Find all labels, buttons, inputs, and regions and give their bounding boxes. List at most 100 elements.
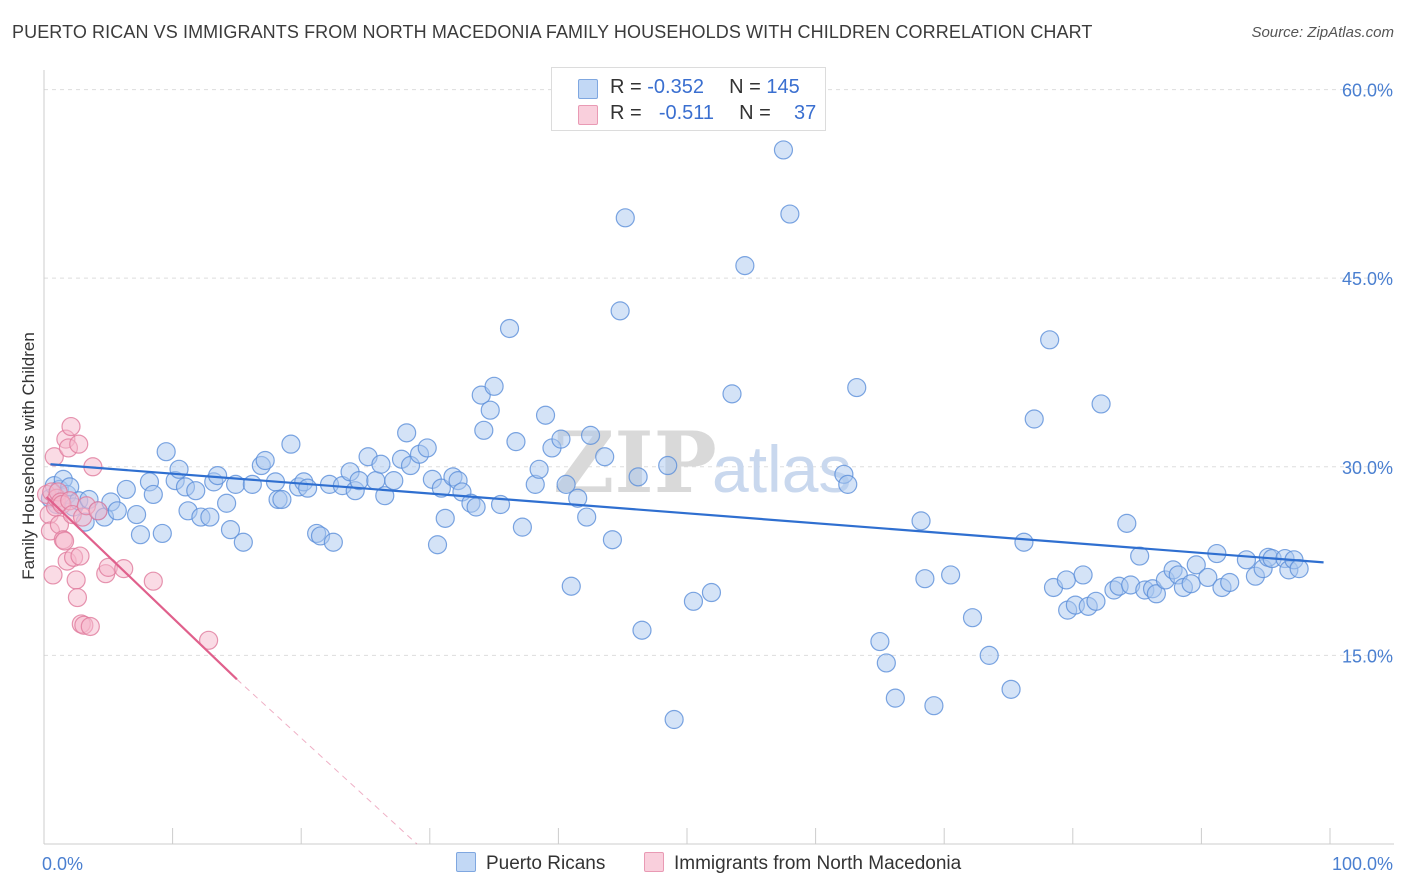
point-puerto-ricans — [435, 508, 455, 528]
y-tick-label: 60.0% — [1342, 81, 1393, 101]
bottom-legend-label: Puerto Ricans — [486, 853, 606, 874]
chart-title: PUERTO RICAN VS IMMIGRANTS FROM NORTH MA… — [12, 22, 1093, 42]
point-puerto-ricans — [595, 447, 615, 467]
point-puerto-ricans — [1091, 394, 1111, 414]
bottom-legend-label: Immigrants from North Macedonia — [674, 853, 962, 874]
axes — [43, 70, 1394, 845]
point-puerto-ricans — [1236, 550, 1257, 570]
legend-swatch-blue — [578, 79, 598, 99]
point-puerto-ricans — [1073, 565, 1093, 585]
point-puerto-ricans — [242, 474, 262, 494]
point-puerto-ricans — [474, 420, 494, 440]
point-puerto-ricans — [535, 405, 556, 425]
point-north-macedonia — [114, 559, 134, 579]
legend-r-value: -0.352 — [647, 76, 704, 98]
point-puerto-ricans — [602, 530, 623, 550]
point-puerto-ricans — [632, 620, 652, 640]
point-north-macedonia — [88, 501, 108, 521]
point-puerto-ricans — [512, 517, 532, 537]
point-puerto-ricans — [116, 479, 136, 500]
y-axis-label: Family Households with Children — [19, 332, 38, 580]
point-puerto-ricans — [107, 501, 127, 521]
point-puerto-ricans — [323, 532, 343, 552]
point-puerto-ricans — [1181, 574, 1201, 594]
point-puerto-ricans — [876, 653, 896, 673]
point-puerto-ricans — [568, 488, 588, 508]
point-puerto-ricans — [1289, 559, 1309, 579]
point-puerto-ricans — [658, 455, 678, 476]
trend-line-extension — [236, 678, 418, 845]
point-north-macedonia — [43, 565, 63, 585]
point-puerto-ricans — [186, 481, 206, 501]
point-puerto-ricans — [272, 489, 292, 510]
point-north-macedonia — [67, 587, 88, 608]
point-puerto-ricans — [255, 450, 275, 471]
point-puerto-ricans — [773, 140, 794, 160]
point-puerto-ricans — [281, 434, 301, 454]
bottom-legend-puerto-ricans: Puerto Ricans — [456, 852, 605, 875]
point-puerto-ricans — [1130, 546, 1150, 566]
watermark: ZIP atlas — [553, 413, 851, 512]
watermark-atlas: atlas — [712, 432, 851, 506]
bottom-legend-swatch-blue — [456, 852, 476, 872]
point-puerto-ricans — [466, 497, 486, 517]
point-puerto-ricans — [610, 301, 630, 321]
x-tick-label: 0.0% — [42, 854, 83, 874]
trend-lines — [45, 463, 1324, 845]
point-puerto-ricans — [924, 696, 944, 716]
source-credit: Source: ZipAtlas.com — [1251, 24, 1394, 41]
point-puerto-ricans — [979, 645, 999, 665]
legend-n-value: 37 — [793, 102, 817, 124]
point-puerto-ricans — [143, 484, 163, 505]
point-puerto-ricans — [397, 423, 417, 443]
trend-line-north-macedonia — [45, 496, 238, 681]
point-puerto-ricans — [941, 565, 961, 585]
point-puerto-ricans — [298, 478, 318, 498]
point-north-macedonia — [80, 616, 100, 637]
point-puerto-ricans — [1117, 513, 1137, 533]
point-puerto-ricans — [683, 591, 704, 611]
point-puerto-ricans — [1014, 532, 1034, 552]
point-puerto-ricans — [499, 318, 520, 339]
point-puerto-ricans — [384, 471, 404, 491]
point-puerto-ricans — [628, 467, 648, 487]
point-puerto-ricans — [506, 432, 526, 452]
point-puerto-ricans — [126, 504, 147, 525]
point-puerto-ricans — [556, 474, 576, 494]
point-puerto-ricans — [735, 256, 755, 276]
legend-n-label: N = — [739, 102, 771, 124]
point-north-macedonia — [66, 570, 86, 590]
point-puerto-ricans — [870, 631, 890, 652]
legend-swatch-pink — [578, 105, 598, 125]
point-puerto-ricans — [915, 569, 935, 589]
point-puerto-ricans — [664, 709, 684, 730]
point-north-macedonia — [70, 546, 90, 566]
legend: R = -0.352 N = 145 R = -0.511 N = 37 — [551, 67, 826, 131]
point-north-macedonia — [143, 571, 163, 591]
point-north-macedonia — [61, 416, 81, 437]
legend-n-label: N = — [729, 76, 761, 98]
point-puerto-ricans — [615, 208, 635, 228]
point-north-macedonia — [44, 447, 64, 467]
point-puerto-ricans — [130, 525, 151, 545]
legend-n-value: 145 — [766, 76, 800, 98]
y-tick-label: 30.0% — [1342, 458, 1393, 478]
point-puerto-ricans — [371, 454, 391, 474]
point-puerto-ricans — [847, 377, 867, 398]
point-puerto-ricans — [1198, 567, 1218, 588]
point-puerto-ricans — [200, 507, 220, 527]
x-tick-label: 100.0% — [1332, 854, 1393, 874]
point-puerto-ricans — [529, 459, 549, 479]
point-puerto-ricans — [233, 532, 253, 552]
y-tick-label: 45.0% — [1342, 269, 1393, 289]
trend-line-puerto-ricans — [50, 463, 1324, 564]
point-puerto-ricans — [156, 442, 176, 462]
point-puerto-ricans — [1220, 572, 1240, 593]
point-puerto-ricans — [580, 425, 601, 445]
point-puerto-ricans — [701, 582, 722, 603]
point-puerto-ricans — [1056, 570, 1076, 590]
bottom-legend-north-macedonia: Immigrants from North Macedonia — [644, 852, 961, 875]
point-puerto-ricans — [220, 520, 241, 540]
point-puerto-ricans — [722, 384, 742, 404]
data-points — [36, 140, 1309, 730]
